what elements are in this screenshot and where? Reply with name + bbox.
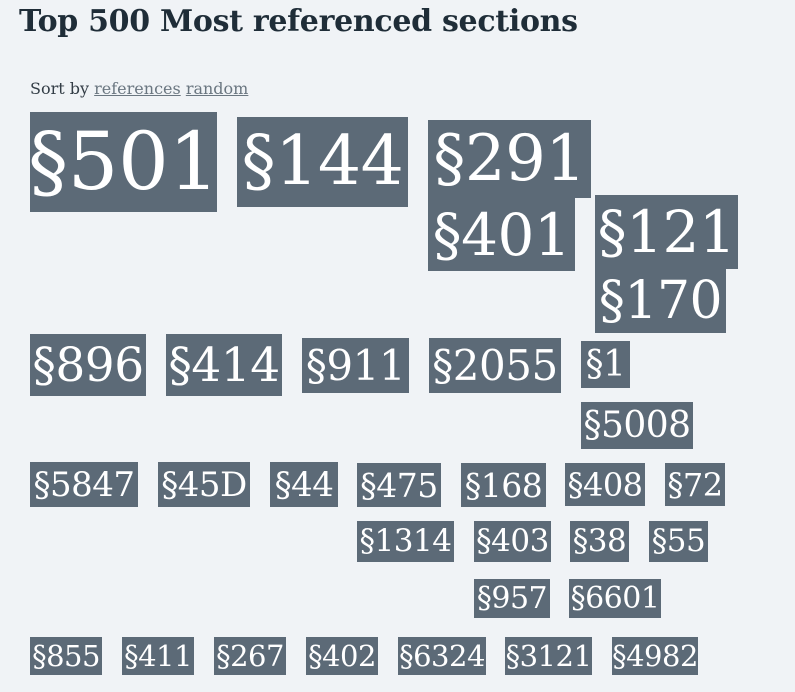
section-tag[interactable]: §401 [428, 198, 575, 271]
section-tag[interactable]: §1 [581, 341, 630, 388]
section-tag[interactable]: §1314 [357, 521, 454, 562]
section-tag[interactable]: §414 [166, 334, 282, 396]
section-tag[interactable]: §4982 [612, 637, 698, 675]
section-tag[interactable]: §2055 [429, 338, 561, 393]
section-tag[interactable]: §403 [474, 521, 551, 562]
section-tag[interactable]: §121 [595, 195, 738, 269]
section-tag[interactable]: §38 [570, 521, 629, 562]
section-tag[interactable]: §475 [357, 463, 441, 507]
section-tag[interactable]: §144 [237, 117, 408, 207]
section-tag[interactable]: §855 [30, 637, 102, 675]
section-tag[interactable]: §402 [306, 637, 378, 675]
page-title: Top 500 Most referenced sections [19, 4, 578, 39]
section-tag[interactable]: §911 [302, 338, 409, 393]
sort-label: Sort by [30, 79, 90, 98]
section-tag[interactable]: §501 [28, 112, 219, 212]
section-tag[interactable]: §408 [565, 463, 645, 506]
section-tag[interactable]: §55 [649, 521, 708, 562]
section-tag[interactable]: §6324 [398, 637, 486, 675]
section-tag[interactable]: §170 [595, 269, 726, 333]
sort-by-references-link[interactable]: references [94, 79, 181, 98]
sort-controls: Sort by references random [30, 79, 248, 98]
section-tag[interactable]: §72 [665, 463, 725, 506]
section-tag[interactable]: §957 [474, 579, 550, 618]
section-tag[interactable]: §5847 [30, 462, 138, 507]
section-tag[interactable]: §411 [122, 637, 194, 675]
section-tag[interactable]: §6601 [569, 579, 661, 618]
section-tag[interactable]: §168 [461, 463, 546, 507]
section-tag[interactable]: §3121 [505, 637, 592, 675]
section-tag[interactable]: §5008 [581, 402, 693, 449]
sort-by-random-link[interactable]: random [185, 79, 249, 98]
section-tag[interactable]: §267 [214, 637, 286, 675]
section-tag[interactable]: §45D [158, 462, 250, 507]
section-tag[interactable]: §291 [428, 120, 591, 198]
section-tag[interactable]: §44 [270, 462, 338, 507]
section-tag[interactable]: §896 [30, 334, 146, 396]
